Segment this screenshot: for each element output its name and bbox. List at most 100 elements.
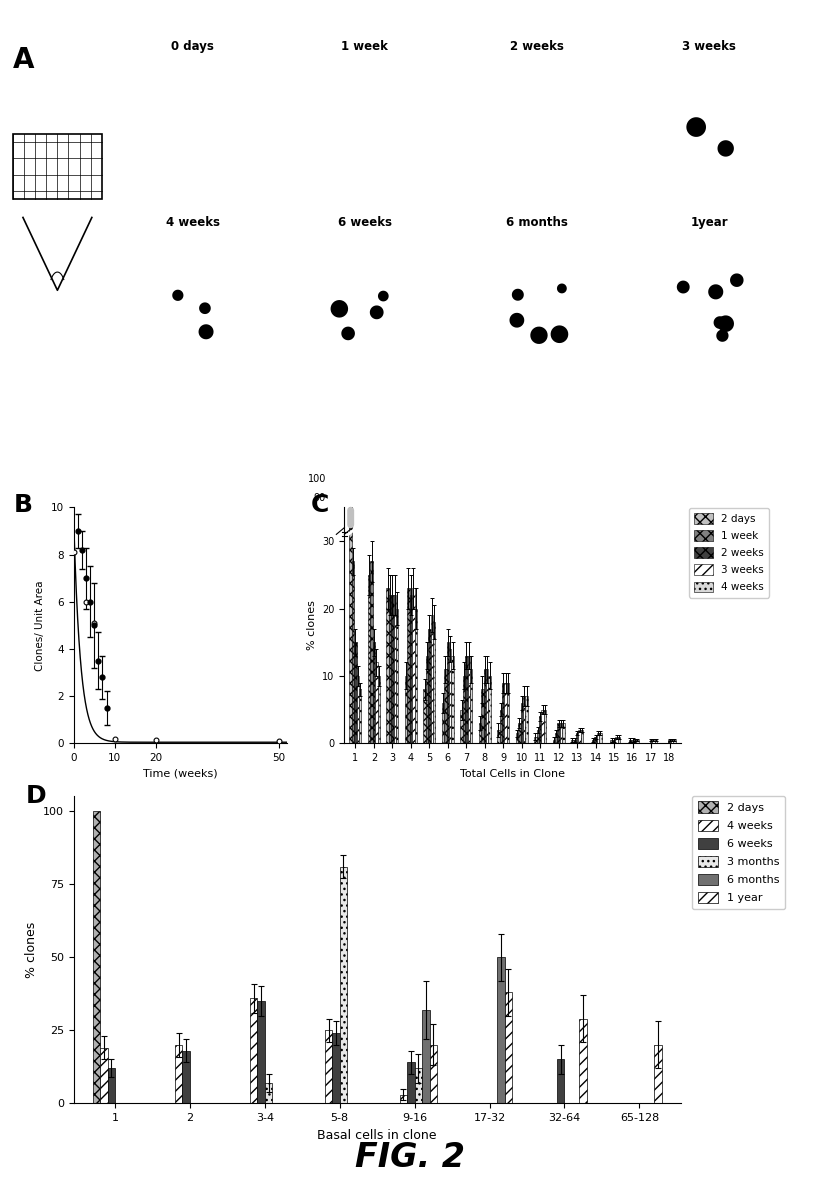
Text: A: A bbox=[13, 46, 34, 74]
Bar bbox=[633, 740, 636, 743]
Polygon shape bbox=[649, 242, 782, 374]
Bar bbox=[386, 589, 388, 743]
Bar bbox=[617, 736, 619, 743]
Title: 2 weeks: 2 weeks bbox=[509, 40, 563, 53]
Bar bbox=[536, 730, 538, 743]
Bar bbox=[375, 662, 377, 743]
Text: 90: 90 bbox=[314, 493, 325, 503]
Bar bbox=[488, 676, 491, 743]
Bar bbox=[523, 696, 525, 743]
Bar bbox=[351, 562, 354, 743]
Bar bbox=[501, 683, 504, 743]
Bar bbox=[599, 733, 601, 743]
Bar bbox=[533, 736, 536, 743]
Bar bbox=[579, 1018, 586, 1103]
Polygon shape bbox=[509, 313, 523, 328]
Polygon shape bbox=[676, 281, 689, 294]
Polygon shape bbox=[556, 283, 566, 294]
Bar bbox=[444, 669, 446, 743]
Bar bbox=[504, 992, 511, 1103]
Polygon shape bbox=[550, 326, 568, 343]
Bar bbox=[580, 730, 582, 743]
Bar bbox=[654, 1044, 661, 1103]
Bar bbox=[518, 723, 520, 743]
Bar bbox=[356, 676, 359, 743]
Bar bbox=[257, 1001, 265, 1103]
Bar bbox=[628, 740, 631, 743]
Bar bbox=[407, 1062, 414, 1103]
Bar bbox=[591, 740, 594, 743]
Bar bbox=[469, 669, 472, 743]
Bar bbox=[107, 1068, 115, 1103]
Polygon shape bbox=[713, 316, 726, 329]
Bar bbox=[410, 595, 412, 743]
Polygon shape bbox=[482, 244, 610, 373]
Bar bbox=[610, 740, 612, 743]
X-axis label: Basal cells in clone: Basal cells in clone bbox=[317, 1128, 437, 1141]
Text: D: D bbox=[25, 785, 46, 808]
Text: 100: 100 bbox=[307, 474, 325, 484]
Bar bbox=[250, 998, 257, 1103]
Bar bbox=[478, 723, 481, 743]
Bar bbox=[577, 730, 580, 743]
Bar bbox=[525, 696, 527, 743]
Bar bbox=[339, 866, 346, 1103]
Polygon shape bbox=[330, 300, 348, 317]
Bar bbox=[407, 589, 410, 743]
Bar bbox=[324, 1030, 332, 1103]
Bar bbox=[572, 740, 575, 743]
Bar bbox=[373, 642, 375, 743]
Polygon shape bbox=[530, 327, 547, 343]
Bar bbox=[670, 740, 672, 743]
Bar bbox=[451, 656, 453, 743]
Bar bbox=[506, 683, 509, 743]
Bar bbox=[612, 740, 614, 743]
Polygon shape bbox=[686, 117, 705, 137]
Bar bbox=[349, 96, 351, 743]
Bar bbox=[396, 609, 398, 743]
Bar bbox=[515, 733, 518, 743]
Bar bbox=[504, 683, 506, 743]
Bar bbox=[429, 1044, 437, 1103]
Bar bbox=[571, 740, 572, 743]
Legend: 2 days, 1 week, 2 weeks, 3 weeks, 4 weeks: 2 days, 1 week, 2 weeks, 3 weeks, 4 week… bbox=[688, 507, 768, 597]
Polygon shape bbox=[717, 315, 733, 332]
Title: 4 weeks: 4 weeks bbox=[165, 216, 219, 229]
Bar bbox=[554, 733, 557, 743]
Text: FIG. 2: FIG. 2 bbox=[355, 1141, 464, 1174]
Y-axis label: % clones: % clones bbox=[306, 601, 316, 650]
Bar bbox=[552, 740, 554, 743]
Title: 1 week: 1 week bbox=[341, 40, 388, 53]
Title: 1year: 1year bbox=[690, 216, 727, 229]
Bar bbox=[423, 689, 425, 743]
Polygon shape bbox=[143, 251, 261, 365]
Polygon shape bbox=[369, 306, 383, 320]
Bar bbox=[377, 676, 379, 743]
Bar bbox=[541, 709, 543, 743]
Bar bbox=[13, 133, 102, 199]
Title: 3 weeks: 3 weeks bbox=[681, 40, 735, 53]
Polygon shape bbox=[198, 324, 213, 340]
Bar bbox=[651, 740, 654, 743]
Polygon shape bbox=[708, 284, 722, 300]
Bar bbox=[370, 562, 373, 743]
Polygon shape bbox=[199, 302, 210, 314]
Text: C: C bbox=[310, 493, 328, 517]
Bar bbox=[631, 740, 633, 743]
Bar bbox=[412, 589, 414, 743]
Bar bbox=[672, 740, 675, 743]
Bar bbox=[93, 811, 100, 1103]
Bar bbox=[559, 723, 562, 743]
Bar bbox=[441, 703, 444, 743]
Legend: 2 days, 4 weeks, 6 weeks, 3 months, 6 months, 1 year: 2 days, 4 weeks, 6 weeks, 3 months, 6 mo… bbox=[691, 796, 784, 909]
Bar bbox=[425, 656, 428, 743]
Polygon shape bbox=[729, 274, 743, 287]
Polygon shape bbox=[310, 248, 437, 368]
Text: B: B bbox=[14, 493, 33, 517]
Bar bbox=[391, 595, 393, 743]
Bar bbox=[388, 595, 391, 743]
Bar bbox=[414, 609, 416, 743]
Bar bbox=[556, 1060, 563, 1103]
Polygon shape bbox=[505, 94, 568, 170]
Bar bbox=[467, 656, 469, 743]
